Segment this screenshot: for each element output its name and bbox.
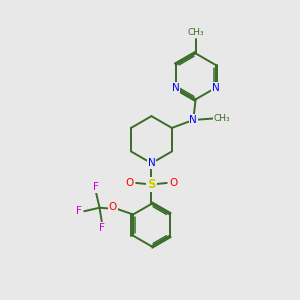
Text: CH₃: CH₃ — [187, 28, 204, 37]
Text: N: N — [212, 83, 219, 93]
Text: S: S — [147, 178, 156, 191]
Text: N: N — [172, 83, 180, 93]
Text: CH₃: CH₃ — [214, 114, 230, 123]
Text: O: O — [126, 178, 134, 188]
Text: F: F — [76, 206, 82, 216]
Text: F: F — [93, 182, 99, 192]
Text: N: N — [189, 115, 197, 125]
Text: N: N — [148, 158, 155, 168]
Text: F: F — [99, 223, 105, 233]
Text: O: O — [109, 202, 117, 212]
Text: O: O — [169, 178, 177, 188]
